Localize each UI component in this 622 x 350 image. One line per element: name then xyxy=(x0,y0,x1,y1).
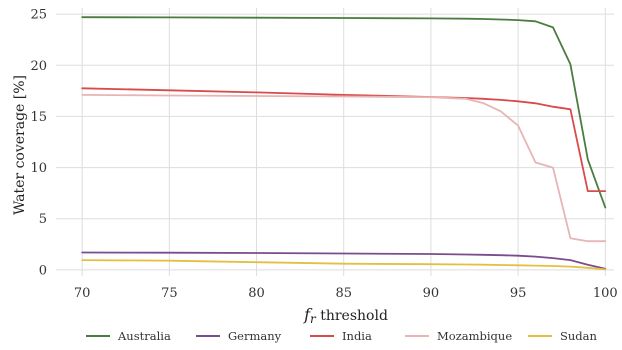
legend-item-mozambique: Mozambique xyxy=(405,329,512,343)
series-line-india xyxy=(81,87,607,193)
series-line-germany xyxy=(81,251,607,270)
y-tick-label-4: 20 xyxy=(30,59,47,74)
legend-label-mozambique: Mozambique xyxy=(437,329,512,343)
grid xyxy=(56,8,614,276)
x-tick-label-5: 95 xyxy=(510,286,527,301)
x-tick-label-2: 80 xyxy=(248,286,265,301)
x-axis-label-text: threshold xyxy=(316,308,388,324)
y-tick-label-1: 5 xyxy=(39,212,47,227)
y-tick-label-5: 25 xyxy=(30,8,47,23)
x-tick-label-4: 90 xyxy=(423,286,440,301)
y-axis-label: Water coverage [%] xyxy=(12,75,28,215)
x-tick-labels: 70 75 80 85 90 95 100 xyxy=(74,286,618,301)
legend-item-australia: Australia xyxy=(86,329,171,343)
legend-label-australia: Australia xyxy=(117,329,171,343)
x-tick-label-3: 85 xyxy=(335,286,352,301)
x-axis-label-symbol: f xyxy=(303,305,313,324)
x-tick-label-6: 100 xyxy=(593,286,618,301)
legend-label-sudan: Sudan xyxy=(560,329,598,343)
x-axis-label-subscript: r xyxy=(310,312,317,326)
series-line-mozambique xyxy=(81,94,607,243)
series-line-sudan xyxy=(81,259,607,271)
legend: Australia Germany India Mozambique Sudan xyxy=(86,329,598,343)
legend-label-germany: Germany xyxy=(228,329,282,343)
x-tick-label-0: 70 xyxy=(74,286,91,301)
x-tick-label-1: 75 xyxy=(161,286,178,301)
y-tick-label-0: 0 xyxy=(39,263,47,278)
y-tick-label-3: 15 xyxy=(30,110,47,125)
y-tick-label-2: 10 xyxy=(30,161,47,176)
series-line-australia xyxy=(81,16,607,209)
legend-label-india: India xyxy=(342,329,372,343)
legend-item-germany: Germany xyxy=(196,329,282,343)
legend-item-india: India xyxy=(310,329,372,343)
legend-item-sudan: Sudan xyxy=(528,329,598,343)
x-axis-label: fr threshold xyxy=(303,305,388,326)
series-lines xyxy=(81,16,607,271)
y-tick-labels: 0 5 10 15 20 25 xyxy=(30,8,47,279)
